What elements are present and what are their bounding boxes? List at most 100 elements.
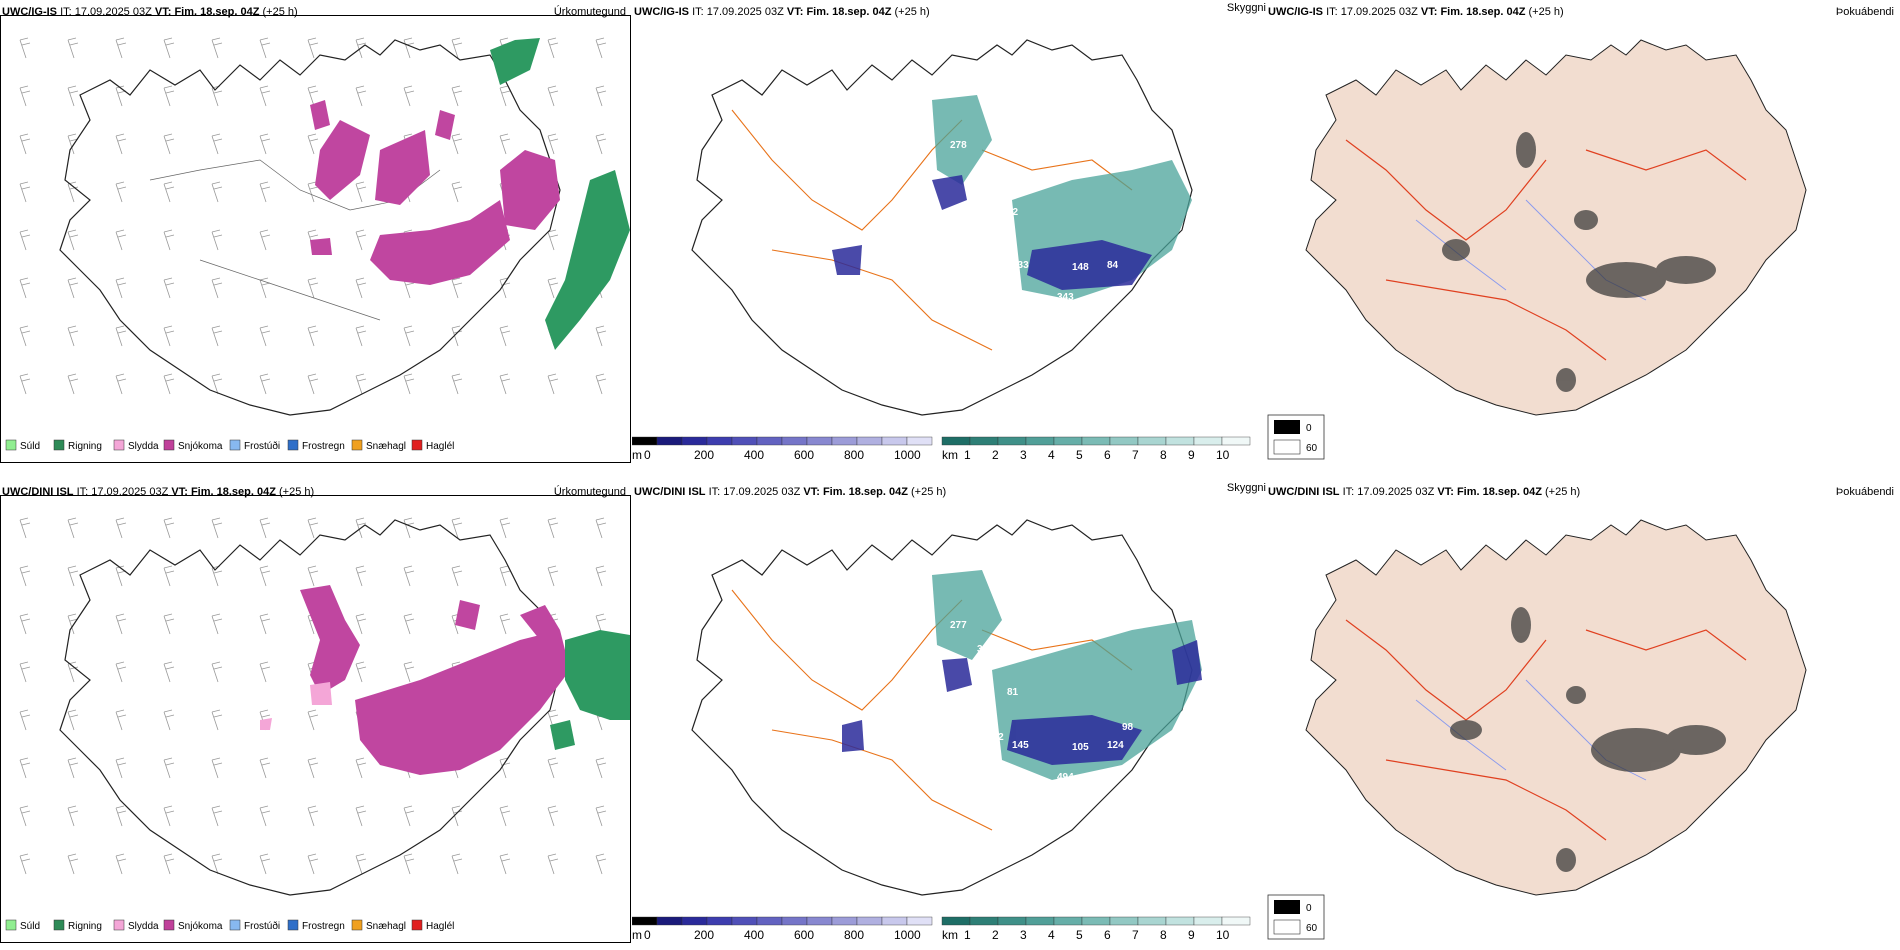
wind-barb xyxy=(67,325,79,347)
wind-barb xyxy=(355,229,367,251)
wind-barb xyxy=(307,37,319,59)
visibility-value-label: 92 xyxy=(1007,207,1019,218)
iceland-outline xyxy=(59,39,561,416)
wind-barb xyxy=(163,853,175,875)
iceland-outline xyxy=(59,519,561,896)
iceland-outline xyxy=(691,519,1193,896)
wind-barb xyxy=(547,757,559,779)
legend-label: Snæhagl xyxy=(366,441,406,452)
wind-barb xyxy=(115,757,127,779)
wind-barb xyxy=(19,613,31,635)
panel-variable-label: Þokuábendi xyxy=(1835,6,1894,18)
legend-swatch xyxy=(5,919,17,931)
wind-barb xyxy=(499,325,511,347)
visibility-unit: km xyxy=(942,928,958,942)
legend-label: Frostregn xyxy=(302,921,345,932)
wind-barb xyxy=(259,661,271,683)
wind-barb xyxy=(163,709,175,731)
visibility-tick: 9 xyxy=(1188,928,1195,942)
wind-barb xyxy=(115,853,127,875)
wind-barb xyxy=(19,565,31,587)
precip-map: Súld Rigning Slydda Snjókoma Frostúði Frostre… xyxy=(0,15,631,463)
wind-barb xyxy=(595,565,607,587)
visibility-value-label: 148 xyxy=(1072,262,1089,273)
wind-barb xyxy=(19,805,31,827)
visibility-tick: 2 xyxy=(992,928,999,942)
visibility-labels: 277 30 70 62 81 38 85 73 80 162 145 105 124 494 98 xyxy=(914,620,1134,783)
rain-areas xyxy=(490,38,630,350)
legend-label: Slydda xyxy=(128,921,159,932)
visibility-panel-bottom: UWC/DINI ISL IT: 17.09.2025 03Z VT: Fim.… xyxy=(632,480,1266,945)
visibility-scale: km 1 2 3 4 5 6 7 8 9 10 xyxy=(941,436,1251,462)
ceiling-scale: m 0 200 400 600 800 1000 xyxy=(632,436,933,462)
wind-barb xyxy=(451,37,463,59)
wind-barb xyxy=(211,133,223,155)
visibility-tick: 8 xyxy=(1160,448,1167,462)
visibility-scale-bin xyxy=(1081,436,1111,446)
wind-barb xyxy=(19,373,31,395)
visibility-scale-bin xyxy=(997,436,1027,446)
panel-title: UWC/DINI ISL IT: 17.09.2025 03Z VT: Fim.… xyxy=(1268,486,1581,498)
visibility-tick: 4 xyxy=(1048,928,1055,942)
legend-label: Haglél xyxy=(426,921,454,932)
panel-variable-label: Þokuábendi xyxy=(1835,486,1894,498)
wind-barb xyxy=(67,373,79,395)
wind-barb xyxy=(355,85,367,107)
wind-barb xyxy=(67,709,79,731)
wind-barb xyxy=(403,37,415,59)
wind-barb xyxy=(115,373,127,395)
visibility-scale-bin xyxy=(1165,436,1195,446)
visibility-value-label: 80 xyxy=(957,714,969,725)
wind-barb xyxy=(547,229,559,251)
visibility-scale-bin xyxy=(1025,916,1055,926)
wind-barb xyxy=(163,133,175,155)
wind-barb xyxy=(115,565,127,587)
visibility-scale-bin xyxy=(1193,916,1223,926)
wind-barb xyxy=(595,757,607,779)
visibility-scale-bin xyxy=(1221,436,1251,446)
fog-areas xyxy=(1450,607,1726,872)
visibility-scale: km 1 2 3 4 5 6 7 8 9 10 xyxy=(941,916,1251,942)
visibility-value-label: 133 xyxy=(1012,260,1029,271)
wind-barb xyxy=(547,853,559,875)
wind-barb xyxy=(547,277,559,299)
wind-barb xyxy=(595,133,607,155)
wind-barb xyxy=(163,277,175,299)
wind-barb xyxy=(19,517,31,539)
legend-swatch xyxy=(351,919,363,931)
wind-barb xyxy=(211,661,223,683)
fog-legend: 0 60 xyxy=(1267,414,1325,460)
fog-legend: 0 60 xyxy=(1267,894,1325,940)
wind-barb xyxy=(211,37,223,59)
wind-barb xyxy=(19,229,31,251)
wind-barb xyxy=(451,853,463,875)
wind-barb xyxy=(67,517,79,539)
low-ceiling-areas xyxy=(832,175,1152,290)
wind-barb xyxy=(547,565,559,587)
legend-swatch xyxy=(53,919,65,931)
wind-barb xyxy=(451,133,463,155)
wind-barb xyxy=(115,85,127,107)
visibility-tick: 10 xyxy=(1216,928,1230,942)
wind-barb xyxy=(115,325,127,347)
visibility-scale-bin xyxy=(1137,916,1167,926)
visibility-tick: 7 xyxy=(1132,928,1139,942)
ceiling-tick: 0 xyxy=(644,448,651,462)
visibility-tick: 1 xyxy=(964,928,971,942)
wind-barb xyxy=(163,661,175,683)
visibility-scale-bin xyxy=(1137,436,1167,446)
wind-barb xyxy=(211,373,223,395)
legend-swatch xyxy=(351,439,363,451)
wind-barb xyxy=(211,757,223,779)
ceiling-scale-bin xyxy=(906,916,933,926)
wind-barb xyxy=(163,565,175,587)
ceiling-tick: 200 xyxy=(694,448,714,462)
wind-barb xyxy=(19,37,31,59)
fog-value-label: 0 xyxy=(1306,903,1312,914)
wind-barb xyxy=(259,517,271,539)
visibility-unit: km xyxy=(942,448,958,462)
ceiling-scale-bin xyxy=(831,916,858,926)
rain-areas xyxy=(550,630,630,750)
wind-barb xyxy=(259,853,271,875)
